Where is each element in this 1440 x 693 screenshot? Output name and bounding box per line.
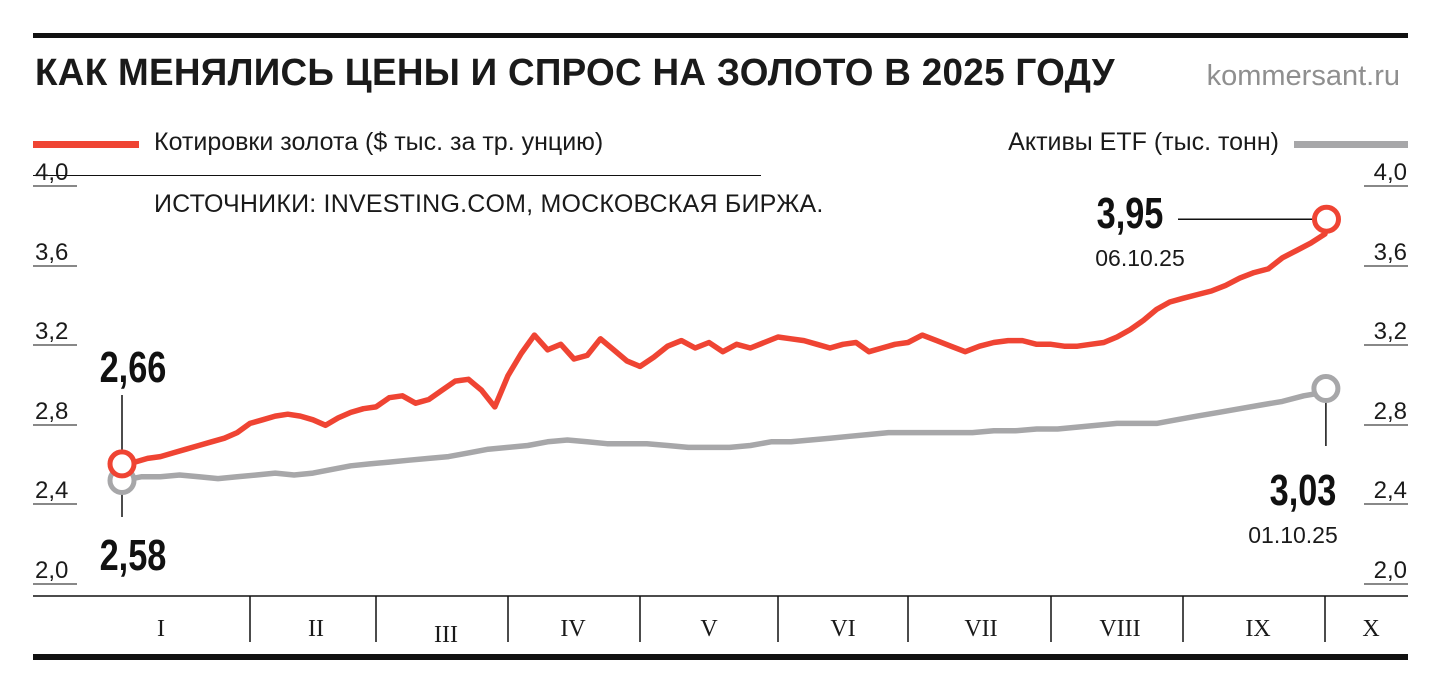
y-tick-label-right: 3,2 xyxy=(1374,318,1407,345)
legend-etf-swatch xyxy=(1294,141,1408,148)
top-rule xyxy=(33,33,1408,38)
gold-start-value: 2,66 xyxy=(100,343,167,392)
etf-start-value: 2,58 xyxy=(100,531,167,580)
x-tick-label: IV xyxy=(560,616,586,642)
gold-end-date: 06.10.25 xyxy=(1095,245,1185,271)
y-tick-label-left: 2,8 xyxy=(35,398,68,425)
y-tick-label-left: 2,4 xyxy=(35,477,68,504)
x-tick-label: V xyxy=(700,616,718,642)
x-tick-label: II xyxy=(308,616,324,642)
x-tick-label: VI xyxy=(830,616,855,642)
y-tick-label-left: 4,0 xyxy=(35,159,68,186)
legend-underline xyxy=(33,175,761,176)
legend-gold-swatch xyxy=(33,141,139,148)
x-tick-label: IX xyxy=(1245,616,1270,642)
y-tick-label-left: 3,2 xyxy=(35,318,68,345)
chart-title: КАК МЕНЯЛИСЬ ЦЕНЫ И СПРОС НА ЗОЛОТО В 20… xyxy=(35,52,1115,94)
etf-series-line xyxy=(119,385,1329,484)
y-tick-label-right: 2,8 xyxy=(1374,398,1407,425)
y-tick-label-right: 3,6 xyxy=(1374,239,1407,266)
legend-etf-label: Активы ETF (тыс. тонн) xyxy=(1008,128,1279,156)
etf-end-marker xyxy=(1311,373,1341,403)
x-tick-label: I xyxy=(157,616,165,642)
gold-start-marker xyxy=(107,449,137,479)
sources-note: ИСТОЧНИКИ: INVESTING.COM, МОСКОВСКАЯ БИР… xyxy=(154,190,824,218)
y-tick-label-right: 2,0 xyxy=(1374,557,1407,584)
gold-series-line xyxy=(119,216,1330,467)
x-tick-label: III xyxy=(434,622,458,648)
legend-gold-label: Котировки золота ($ тыс. за тр. унцию) xyxy=(154,128,604,156)
gold-end-value: 3,95 xyxy=(1097,189,1164,238)
gold-end-marker xyxy=(1312,204,1341,234)
y-tick-label-right: 4,0 xyxy=(1374,159,1407,186)
etf-end-date: 01.10.25 xyxy=(1248,522,1338,548)
y-tick-label-left: 3,6 xyxy=(35,239,68,266)
y-tick-label-left: 2,0 xyxy=(35,557,68,584)
y-tick-label-right: 2,4 xyxy=(1374,477,1407,504)
x-tick-label: X xyxy=(1362,616,1379,642)
x-tick-label: VIII xyxy=(1099,616,1140,642)
x-tick-label: VII xyxy=(964,616,997,642)
etf-end-value: 3,03 xyxy=(1270,466,1337,515)
site-label: kommersant.ru xyxy=(1206,60,1400,92)
bottom-rule xyxy=(33,654,1408,660)
